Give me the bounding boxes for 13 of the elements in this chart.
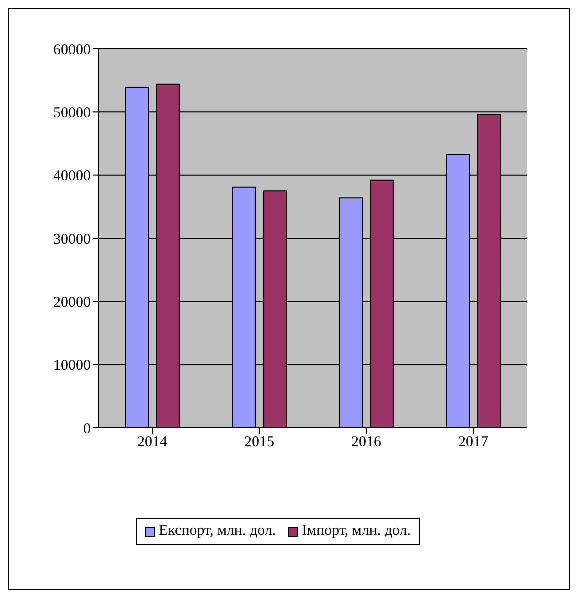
y-tick-label: 30000: [54, 232, 91, 248]
x-tick-label: 2017: [458, 434, 489, 451]
x-tick-label: 2014: [138, 434, 168, 451]
y-tick-label: 0: [84, 421, 91, 438]
x-tick-label: 2015: [244, 434, 274, 451]
legend-label: Імпорт, млн. дол.: [301, 523, 412, 540]
y-tick-label: 20000: [54, 294, 91, 311]
y-tick-label: 10000: [54, 358, 91, 374]
x-tick-label: 2016: [352, 434, 382, 451]
y-tick-label: 60000: [54, 42, 91, 58]
y-tick-label: 50000: [54, 105, 91, 122]
legend-label: Експорт, млн. дол.: [158, 523, 276, 540]
y-tick-label: 40000: [54, 168, 91, 185]
